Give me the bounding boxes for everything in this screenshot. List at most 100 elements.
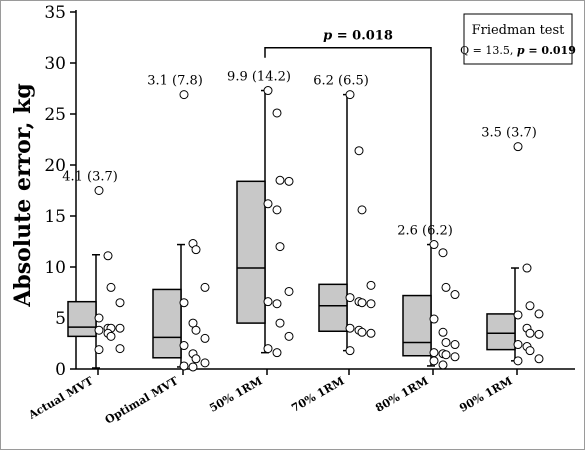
y-axis-label: Absolute error, kg [10,83,36,307]
data-point [366,299,376,309]
bracket-line [264,46,432,241]
data-point [366,328,376,338]
data-point [200,358,210,368]
data-point [513,142,523,152]
data-point [94,186,104,195]
data-point [534,309,544,319]
legend-box [463,13,573,65]
data-point [438,248,448,258]
y-tick-label: 25 [44,105,66,125]
data-point [284,331,294,341]
median-iqr-label: 6.2 (6.5) [313,74,369,89]
data-point [513,310,523,320]
legend-p-number: = 0.019 [525,44,576,57]
data-point [357,327,367,337]
q-statistic: Q = 13.5, [460,44,517,57]
data-point [272,299,282,309]
data-point [272,348,282,358]
data-point [275,175,285,185]
data-point [115,344,125,354]
x-tick-label: Optimal MVT [103,374,181,427]
y-tick-label: 10 [44,258,66,278]
group-labels: 4.1 (3.7) 3.1 (7.8) 9.9 (14.2) 6.2 (6.5) 2.6… [62,70,537,239]
data-point [191,354,201,364]
data-point [525,301,535,311]
data-point [357,205,367,215]
data-point [263,199,273,209]
data-point [513,356,523,366]
data-point [272,205,282,215]
p-number: = 0.018 [332,29,393,44]
y-tick-label: 30 [44,54,66,74]
significance-bracket: p = 0.018 [264,29,432,241]
data-point [191,245,201,255]
legend: Friedman test Q = 13.5, p = 0.019 [460,13,576,65]
iqr-box [402,294,432,357]
data-point [106,331,116,341]
data-point [263,344,273,354]
data-point [441,282,451,292]
data-point [284,286,294,296]
data-point [525,328,535,338]
data-point [263,86,273,96]
median-iqr-label: 4.1 (3.7) [62,170,118,185]
median-iqr-label: 3.5 (3.7) [481,126,537,141]
data-point [450,340,460,350]
data-point [179,361,189,371]
data-point [284,176,294,186]
data-point [438,360,448,370]
p-symbol: p [323,29,332,44]
data-point [94,313,104,323]
data-point [513,340,523,350]
data-point [115,298,125,308]
data-point [191,325,201,335]
data-point [441,337,451,347]
data-point [429,348,439,358]
data-point [429,240,439,250]
data-point [94,325,104,335]
data-point [429,314,439,324]
data-point [366,280,376,290]
iqr-box [486,313,516,351]
data-points [94,86,544,372]
data-point [200,333,210,343]
data-point [534,329,544,339]
x-tick-label: 70% 1RM [289,374,346,415]
data-point [179,90,189,100]
legend-p-symbol: p [517,44,525,57]
data-point [438,327,448,337]
median-iqr-label: 3.1 (7.8) [147,74,203,89]
y-tick-label: 15 [44,207,66,227]
y-tick-label: 0 [55,360,66,380]
iqr-box [152,288,182,359]
data-point [345,323,355,333]
legend-statistic: Q = 13.5, p = 0.019 [460,44,576,57]
data-point [450,290,460,300]
data-point [429,356,439,366]
data-point [450,352,460,362]
iqr-box [318,283,348,333]
data-point [94,345,104,355]
data-point [106,282,116,292]
data-point [263,297,273,307]
data-point [345,90,355,100]
data-point [275,318,285,328]
boxes [67,89,519,369]
data-point [345,293,355,303]
data-point [525,346,535,356]
data-point [103,251,113,261]
data-point [357,298,367,308]
data-point [275,242,285,252]
median-iqr-label: 9.9 (14.2) [227,70,291,85]
x-tick-label: 50% 1RM [207,374,264,415]
x-tick-label: Actual MVT [25,374,96,422]
x-tick-label: 90% 1RM [457,374,514,415]
y-tick-label: 35 [44,3,66,23]
data-point [200,282,210,292]
y-tick-label: 20 [44,156,66,176]
iqr-box [236,180,266,324]
median-iqr-label: 2.6 (6.2) [397,224,453,239]
iqr-box [67,300,97,338]
data-point [345,346,355,356]
data-point [179,341,189,351]
